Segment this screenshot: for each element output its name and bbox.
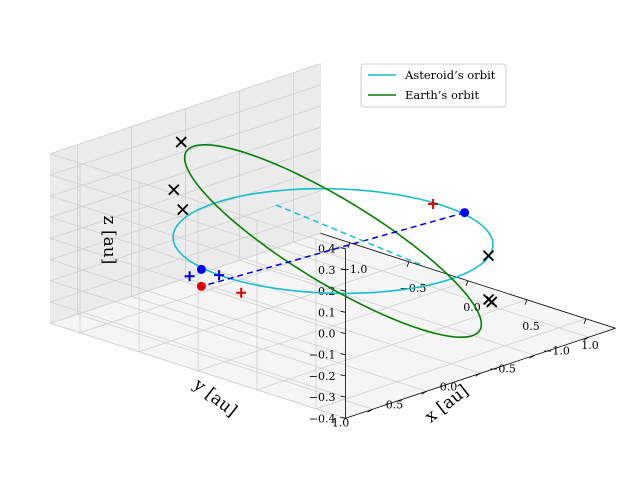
blue-plus-marker xyxy=(214,270,225,281)
dashed-blue-line xyxy=(201,211,465,288)
y-tick-mark xyxy=(421,390,427,395)
z-tick-mark xyxy=(340,332,346,334)
z-tick-label: 0.3 xyxy=(318,264,336,277)
z-tick-label: −0.1 xyxy=(309,349,336,362)
orbit-line-1 xyxy=(183,144,483,339)
black-x-marker xyxy=(482,250,495,262)
grid-line-z xyxy=(49,105,346,292)
x-tick-mark xyxy=(524,299,528,305)
black-x-marker xyxy=(482,293,495,306)
axes-panes xyxy=(48,63,618,419)
z-tick-label: 0.4 xyxy=(318,243,336,256)
x-tick-mark xyxy=(465,280,469,286)
z-tick-mark xyxy=(340,268,346,271)
z-tick-label: 0.2 xyxy=(318,285,336,298)
legend: Asteroid’s orbit Earth’s orbit xyxy=(360,63,507,108)
x-tick-mark xyxy=(583,318,587,324)
legend-label-earth: Earth’s orbit xyxy=(405,88,479,102)
y-tick-label: −0.5 xyxy=(489,362,516,375)
z-tick-mark xyxy=(340,247,346,250)
z-tick-mark xyxy=(340,310,346,313)
z-tick-label: −0.2 xyxy=(309,370,336,383)
red-plus-marker xyxy=(428,198,439,209)
y-tick-mark xyxy=(475,372,481,377)
tick-labels: −1.0−0.50.00.51.0−1.0−0.50.00.51.0−0.4−0… xyxy=(309,242,599,429)
y-tick-mark xyxy=(583,336,589,341)
y-tick-label: 0.5 xyxy=(386,398,404,411)
legend-label-asteroid: Asteroid’s orbit xyxy=(404,68,496,82)
z-tick-mark xyxy=(340,353,346,356)
z-tick-mark xyxy=(340,289,346,292)
z-tick-label: −0.3 xyxy=(309,391,336,404)
red-dot-marker xyxy=(196,281,206,291)
markers xyxy=(168,136,498,308)
y-tick-label: 0.0 xyxy=(440,380,458,393)
z-tick-label: −0.4 xyxy=(309,412,336,425)
blue-dot-marker xyxy=(196,264,206,274)
y-tick-mark xyxy=(367,408,373,413)
blue-plus-marker xyxy=(184,271,195,282)
grid-line-z xyxy=(49,84,346,271)
z-tick-label: 0.0 xyxy=(318,328,336,341)
grid-line-z xyxy=(49,169,346,356)
grid-line-z xyxy=(49,63,346,250)
grid-line-z xyxy=(49,190,346,377)
legend-box xyxy=(360,63,507,108)
grid-line-z xyxy=(49,148,346,334)
black-x-marker xyxy=(175,136,187,148)
y-tick-mark xyxy=(529,354,535,359)
black-x-marker xyxy=(168,184,180,196)
orbit-line-0 xyxy=(172,187,494,295)
z-tick-mark xyxy=(340,416,346,419)
blue-dot-marker xyxy=(460,208,470,218)
orbit-curves xyxy=(172,144,494,339)
x-tick-mark xyxy=(406,261,410,267)
red-plus-marker xyxy=(236,287,247,298)
black-x-marker xyxy=(177,204,189,216)
y-tick-label: 1.0 xyxy=(332,416,350,429)
z-axis-label: z [au] xyxy=(99,216,119,265)
z-tick-mark xyxy=(340,374,346,377)
grid-line-z xyxy=(49,126,346,313)
dashed-cyan-line xyxy=(275,204,425,267)
z-tick-label: 0.1 xyxy=(318,306,336,319)
grid-line-z xyxy=(49,232,346,419)
x-tick-label: 1.0 xyxy=(581,339,599,352)
y-tick-label: −1.0 xyxy=(543,344,570,357)
x-tick-label: 0.5 xyxy=(522,320,540,333)
x-tick-label: −1.0 xyxy=(341,263,368,276)
z-tick-mark xyxy=(340,395,346,398)
grid-line-z xyxy=(49,211,346,398)
